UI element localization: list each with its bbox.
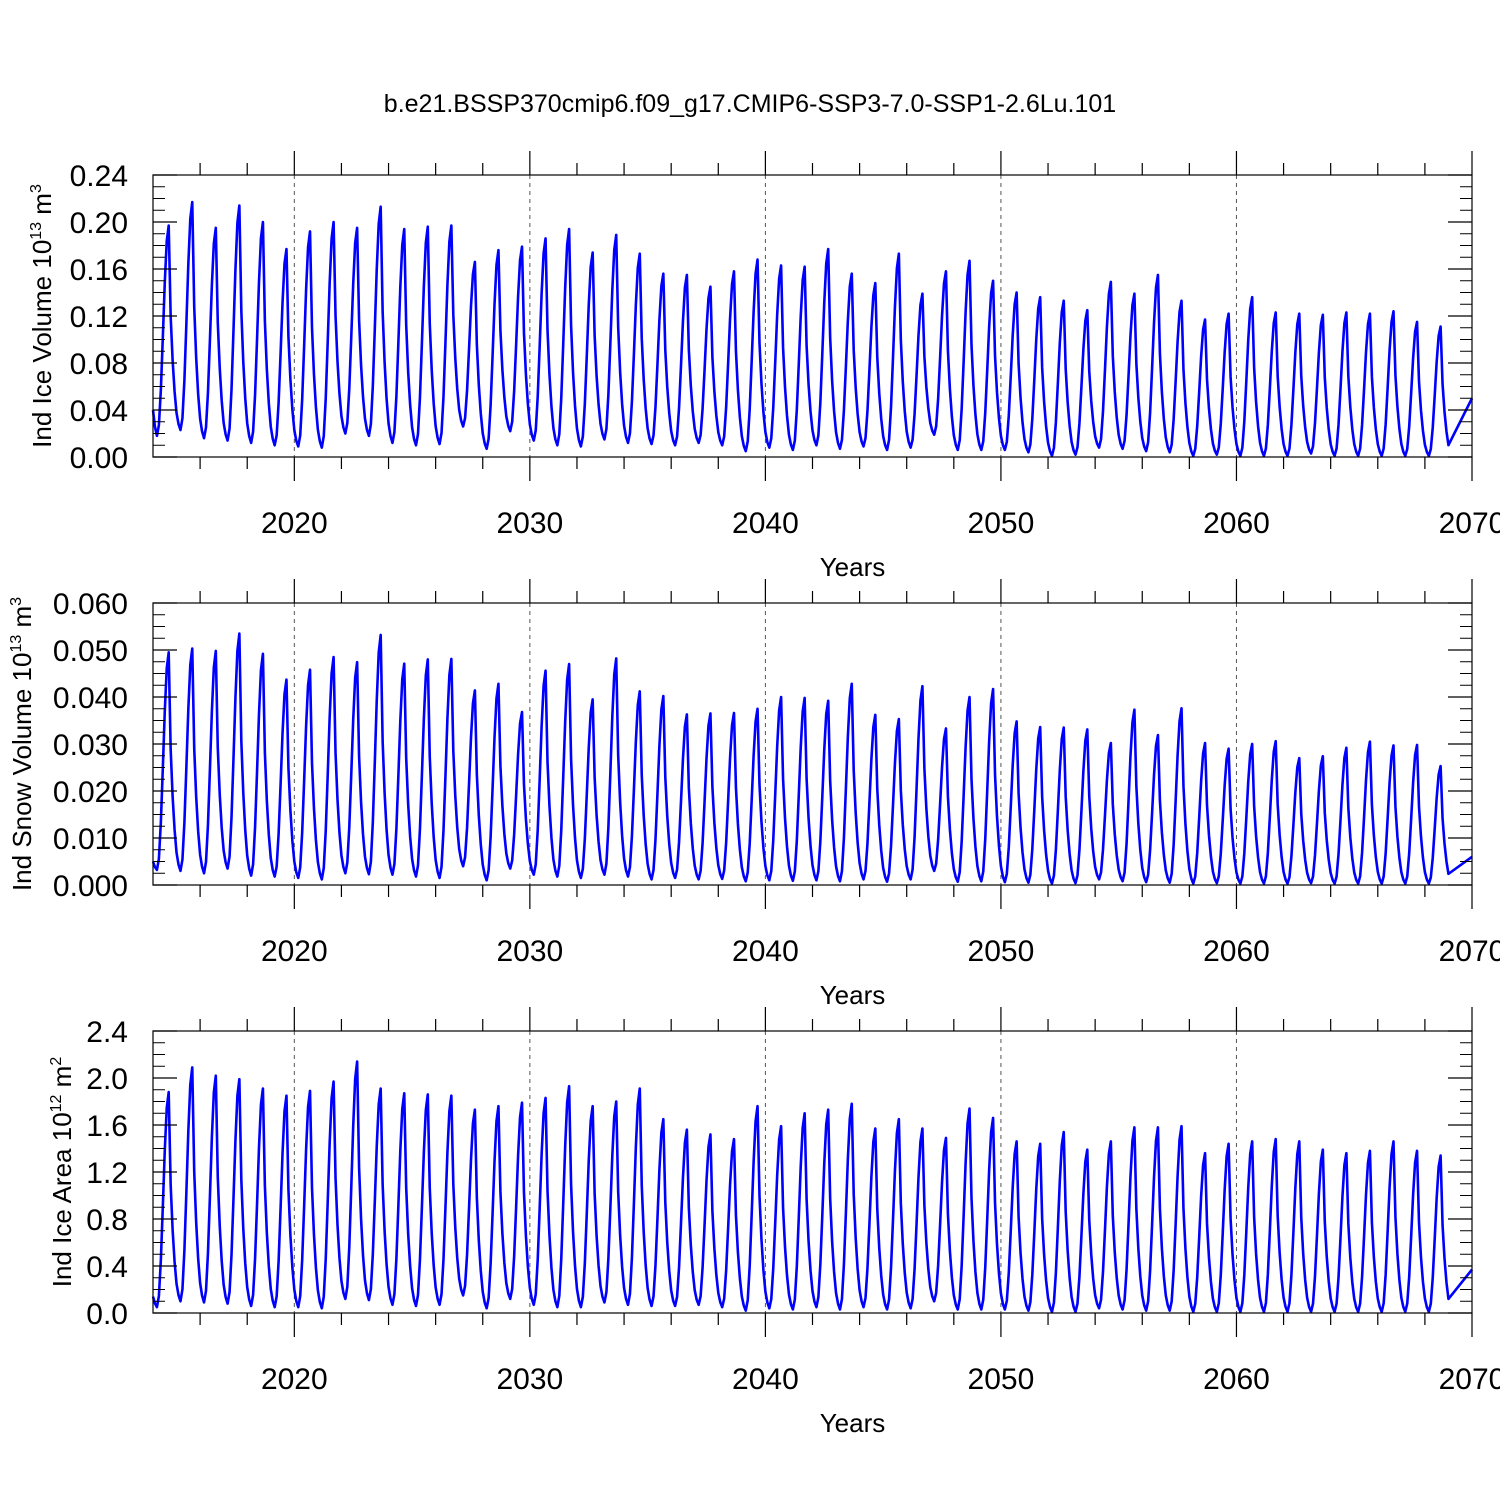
y-tick-label: 0.08 (70, 348, 128, 381)
x-tick-label: 2050 (968, 1363, 1035, 1396)
y-tick-label: 0.040 (53, 682, 128, 715)
x-tick-label: 2050 (968, 935, 1035, 968)
figure-title: b.e21.BSSP370cmip6.f09_g17.CMIP6-SSP3-7.… (384, 90, 1116, 118)
y-axis-label: Ind Snow Volume 1013 m3 (7, 597, 37, 891)
y-tick-label: 2.4 (86, 1016, 128, 1049)
ice-volume-panel: 0.00 0.04 0.08 0.12 0.16 0.20 0.24 2020 2030 2040… (27, 151, 1500, 582)
ice-area-panel: 0.0 0.4 0.8 1.2 1.6 2.0 2.4 2020 2030 2040 2050 206… (47, 1007, 1500, 1438)
x-tick-label: 2030 (496, 1363, 563, 1396)
x-axis-label: Years (820, 552, 886, 582)
x-tick-label: 2070 (1439, 935, 1500, 968)
y-tick-label: 0.010 (53, 823, 128, 856)
y-tick-label: 0.020 (53, 776, 128, 809)
x-tick-label: 2040 (732, 1363, 799, 1396)
y-tick-label: 0.24 (70, 160, 128, 193)
y-tick-label: 1.6 (86, 1110, 128, 1143)
x-tick-label: 2040 (732, 507, 799, 540)
x-axis-label: Years (820, 980, 886, 1010)
y-tick-label: 0.060 (53, 588, 128, 621)
y-tick-label: 0.16 (70, 254, 128, 287)
series-line (151, 632, 1473, 885)
x-tick-label: 2030 (496, 935, 563, 968)
y-tick-label: 2.0 (86, 1063, 128, 1096)
x-tick-label: 2060 (1203, 507, 1270, 540)
y-tick-label: 0.8 (86, 1204, 128, 1237)
x-tick-label: 2060 (1203, 935, 1270, 968)
y-tick-label: 0.0 (86, 1298, 128, 1331)
x-axis-label: Years (820, 1408, 886, 1438)
y-tick-label: 0.12 (70, 301, 128, 334)
x-tick-label: 2060 (1203, 1363, 1270, 1396)
y-tick-label: 0.000 (53, 870, 128, 903)
x-tick-label: 2070 (1439, 507, 1500, 540)
series-line (151, 1060, 1474, 1314)
y-tick-label: 0.04 (70, 395, 128, 428)
y-tick-label: 1.2 (86, 1157, 128, 1190)
x-tick-label: 2020 (261, 1363, 328, 1396)
x-tick-label: 2070 (1439, 1363, 1500, 1396)
x-tick-label: 2020 (261, 935, 328, 968)
snow-volume-panel: 0.000 0.010 0.020 0.030 0.040 0.050 0.060 2020 2… (7, 579, 1500, 1010)
x-tick-label: 2020 (261, 507, 328, 540)
y-axis-label: Ind Ice Area 1012 m2 (47, 1057, 77, 1288)
series-line (151, 200, 1474, 458)
x-tick-label: 2050 (968, 507, 1035, 540)
y-tick-label: 0.00 (70, 442, 128, 475)
y-tick-label: 0.050 (53, 635, 128, 668)
y-axis-label: Ind Ice Volume 1013 m3 (27, 184, 57, 448)
x-tick-label: 2040 (732, 935, 799, 968)
y-tick-label: 0.20 (70, 207, 128, 240)
y-tick-label: 0.030 (53, 729, 128, 762)
x-tick-label: 2030 (496, 507, 563, 540)
y-tick-label: 0.4 (86, 1251, 128, 1284)
